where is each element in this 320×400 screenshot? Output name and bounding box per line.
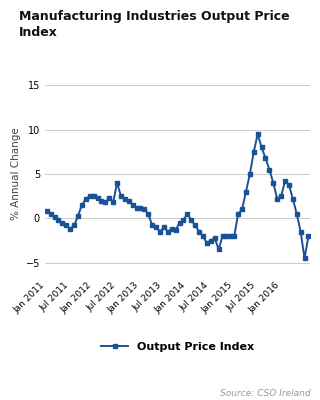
Y-axis label: % Annual Change: % Annual Change xyxy=(12,128,21,220)
Text: Manufacturing Industries Output Price
Index: Manufacturing Industries Output Price In… xyxy=(19,10,290,39)
Text: Source: CSO Ireland: Source: CSO Ireland xyxy=(220,389,310,398)
Legend: Output Price Index: Output Price Index xyxy=(96,337,259,356)
